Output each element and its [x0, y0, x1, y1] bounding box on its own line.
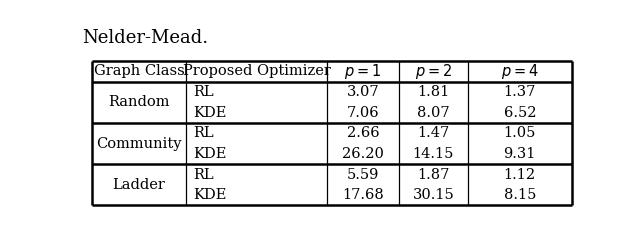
Text: RL: RL [193, 168, 214, 181]
Text: Random: Random [108, 95, 170, 109]
Text: 8.15: 8.15 [503, 188, 536, 202]
Text: 1.81: 1.81 [417, 85, 449, 99]
Text: Proposed Optimizer: Proposed Optimizer [182, 64, 330, 78]
Text: 9.31: 9.31 [503, 147, 536, 161]
Text: 30.15: 30.15 [412, 188, 454, 202]
Text: $p = 4$: $p = 4$ [501, 62, 538, 81]
Text: RL: RL [193, 85, 214, 99]
Text: Graph Class: Graph Class [94, 64, 184, 78]
Text: $p = 1$: $p = 1$ [345, 62, 382, 81]
Text: 5.59: 5.59 [346, 168, 379, 181]
Text: 6.52: 6.52 [503, 106, 536, 120]
Text: 17.68: 17.68 [342, 188, 383, 202]
Text: 1.12: 1.12 [504, 168, 536, 181]
Text: KDE: KDE [193, 188, 227, 202]
Text: 8.07: 8.07 [417, 106, 450, 120]
Text: Ladder: Ladder [113, 178, 165, 192]
Text: 1.87: 1.87 [417, 168, 449, 181]
Text: $p = 2$: $p = 2$ [415, 62, 452, 81]
Text: KDE: KDE [193, 147, 227, 161]
Text: 1.47: 1.47 [417, 126, 449, 140]
Text: 7.06: 7.06 [346, 106, 379, 120]
Text: Nelder-Mead.: Nelder-Mead. [82, 29, 209, 47]
Text: 1.05: 1.05 [503, 126, 536, 140]
Text: 26.20: 26.20 [342, 147, 384, 161]
Text: 2.66: 2.66 [346, 126, 379, 140]
Text: 14.15: 14.15 [413, 147, 454, 161]
Text: Community: Community [96, 137, 182, 151]
Text: KDE: KDE [193, 106, 227, 120]
Text: 1.37: 1.37 [503, 85, 536, 99]
Text: RL: RL [193, 126, 214, 140]
Text: 3.07: 3.07 [346, 85, 379, 99]
